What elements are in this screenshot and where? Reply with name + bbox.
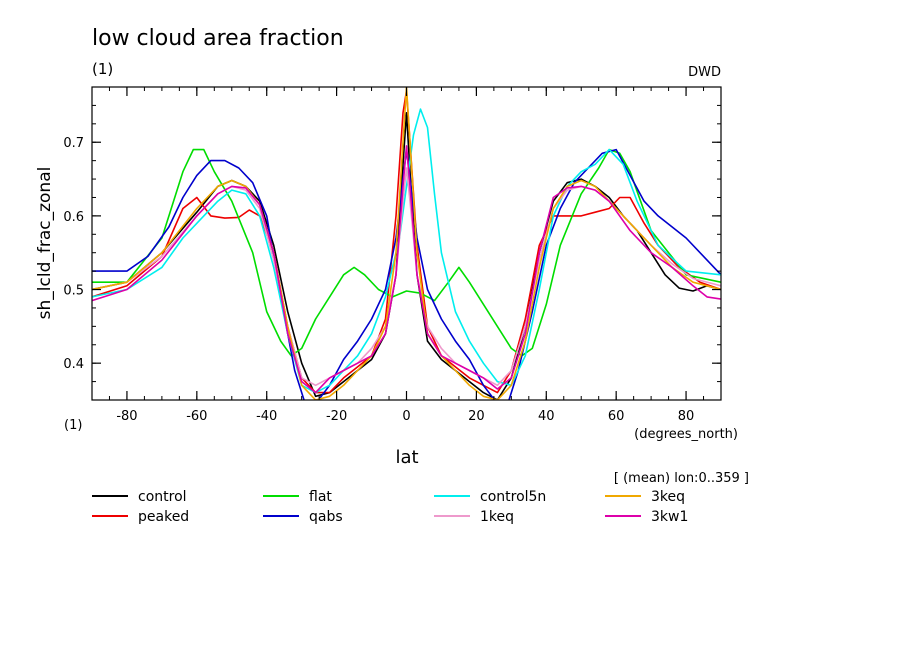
- legend-label: control: [138, 489, 187, 505]
- chart-title: low cloud area fraction: [92, 26, 344, 51]
- legend-label: peaked: [138, 509, 189, 525]
- x-tick-label: -40: [256, 409, 277, 424]
- legend: control flat control5n 3keq peaked qabs 1keq 3k…: [92, 489, 688, 525]
- x-tick-label: -20: [326, 409, 347, 424]
- series-line-peaked: [92, 89, 721, 394]
- x-tick-label: 80: [678, 409, 695, 424]
- x-axis-label: lat: [395, 447, 418, 468]
- x-tick-label: -60: [186, 409, 207, 424]
- series-line-1keq: [92, 167, 721, 387]
- x-tick-label: 0: [402, 409, 410, 424]
- series-layer: [92, 87, 721, 400]
- x-axis-units: (degrees_north): [634, 427, 738, 442]
- y-tick-label: 0.4: [63, 357, 84, 372]
- y-tick-label: 0.6: [63, 210, 84, 225]
- series-line-flat: [92, 148, 721, 357]
- chart-subtitle: (1): [92, 60, 113, 78]
- legend-label: 3kw1: [651, 509, 688, 525]
- x-tick-label: -80: [116, 409, 137, 424]
- legend-label: control5n: [480, 489, 546, 505]
- lon-mean-annotation: [ (mean) lon:0..359 ]: [614, 471, 749, 486]
- series-line-3kw1: [92, 145, 721, 394]
- series-line-control5n: [92, 108, 721, 394]
- plot-frame: [91, 86, 722, 401]
- x-tick-label: 60: [608, 409, 625, 424]
- legend-label: flat: [309, 489, 332, 505]
- legend-label: qabs: [309, 509, 343, 525]
- legend-label: 1keq: [480, 509, 514, 525]
- y-axis-label: sh_lcld_frac_zonal: [35, 167, 55, 320]
- y-tick-label: 0.7: [63, 136, 84, 151]
- series-line-3keq: [92, 87, 721, 400]
- legend-label: 3keq: [651, 489, 685, 505]
- tick-layer: -80 -60 -40 -20 0 20 40 60 80 0.4 0.5 0.6 0.7: [63, 86, 722, 424]
- x-tick-label: 40: [538, 409, 555, 424]
- y-axis-units: (1): [64, 418, 82, 433]
- source-label: DWD: [688, 65, 721, 80]
- y-tick-label: 0.5: [63, 284, 84, 299]
- x-tick-label: 20: [468, 409, 485, 424]
